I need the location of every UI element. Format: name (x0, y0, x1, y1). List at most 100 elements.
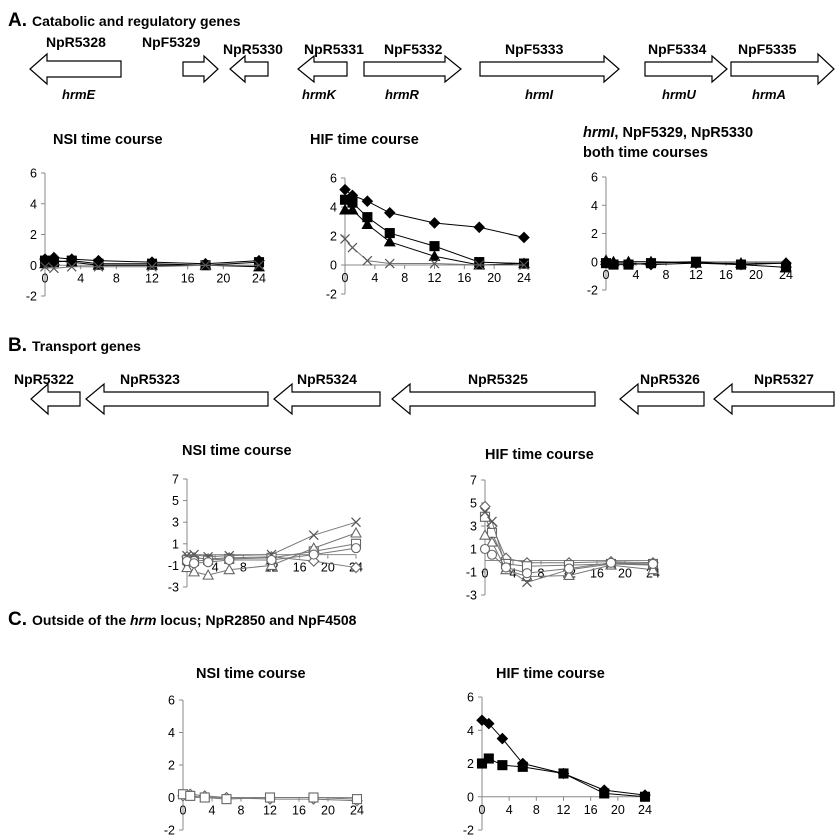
y-tick-label: 6 (168, 694, 175, 708)
data-point-x (362, 255, 373, 266)
gene-arrow-npf5329 (182, 54, 219, 84)
data-point-x (487, 516, 497, 527)
series-line-diamond (481, 719, 646, 796)
gene-symbol-hrme: hrmE (62, 87, 96, 102)
data-point-square (199, 792, 210, 803)
chart-b-hif-title: HIF time course (485, 447, 594, 463)
series-line-diamond (484, 506, 654, 564)
x-tick-label: 16 (293, 561, 307, 575)
y-tick-label: 4 (30, 197, 37, 211)
y-tick-label: -3 (466, 589, 477, 603)
data-point-square (483, 753, 494, 764)
x-tick-label: 4 (371, 271, 378, 285)
chart-c-hif-title: HIF time course (496, 666, 605, 682)
data-point-circle (563, 563, 575, 574)
data-point-circle (605, 557, 617, 568)
data-point-square (264, 792, 276, 803)
data-point-diamond (361, 195, 374, 207)
data-point-x (93, 261, 104, 272)
data-point-diamond (383, 207, 396, 219)
x-tick-label: 8 (538, 567, 545, 581)
data-point-diamond (483, 717, 495, 730)
data-point-triangle (361, 218, 374, 229)
x-tick-label: 4 (209, 804, 216, 818)
section-a-heading: A. Catabolic and regulatory genes (8, 10, 241, 31)
x-tick-label: 8 (663, 268, 670, 282)
y-tick-label: 1 (470, 543, 477, 557)
chart-a-nsi-title: NSI time course (53, 132, 163, 148)
x-tick-label: 4 (212, 561, 219, 575)
data-point-square (221, 794, 232, 805)
x-tick-label: 8 (533, 803, 540, 817)
gene-name-npf5333: NpF5333 (505, 41, 564, 57)
y-tick-label: 0 (591, 255, 598, 269)
data-point-x (480, 507, 490, 518)
data-point-x (66, 261, 77, 272)
chart-a-hif-title: HIF time course (310, 132, 419, 148)
data-point-triangle (346, 203, 359, 215)
gene-arrow-npf5334 (644, 54, 728, 84)
gene-arrow-npr5326 (619, 382, 705, 416)
gene-name-npr5330: NpR5330 (223, 41, 283, 57)
gene-map-a: NpR5328 NpF5329 NpR5330 NpR5331 NpF5332 … (29, 34, 835, 102)
section-c-title: Outside of the hrm locus; NpR2850 and Np… (32, 612, 357, 628)
x-tick-label: 20 (487, 271, 501, 285)
y-tick-label: -2 (587, 284, 598, 298)
chart-a-both-title-italic: hrmI (583, 125, 615, 141)
y-tick-label: 0 (168, 791, 175, 805)
section-a-title: Catabolic and regulatory genes (32, 13, 241, 29)
data-point-circle (500, 562, 512, 573)
data-point-x (522, 577, 532, 588)
gene-arrow-npr5328 (29, 52, 122, 86)
data-point-square (497, 760, 508, 771)
data-point-square (599, 788, 610, 799)
data-point-x (200, 260, 211, 271)
y-tick-label: -2 (326, 288, 337, 302)
data-point-circle (486, 549, 498, 560)
chart-b-hif: -3-1135704812162024 (466, 474, 660, 603)
gene-symbol-hrma: hrmA (752, 87, 786, 102)
y-tick-label: 6 (591, 171, 598, 185)
x-tick-label: 12 (689, 268, 703, 282)
data-point-square (639, 791, 651, 802)
chart-a-both-title-rest: , NpF5329, NpR5330 (614, 125, 753, 141)
y-tick-label: 4 (467, 724, 474, 738)
data-point-x (308, 530, 319, 541)
x-tick-label: 4 (77, 271, 84, 285)
x-tick-label: 24 (252, 271, 266, 285)
gene-arrow-npr5330 (229, 54, 269, 84)
y-tick-label: 7 (172, 473, 179, 487)
data-point-diamond (339, 183, 351, 196)
y-tick-label: 2 (168, 759, 175, 773)
data-point-diamond (428, 217, 441, 229)
x-tick-label: 12 (263, 804, 277, 818)
chart-b-nsi: -3-1135704812162024 (168, 473, 363, 595)
y-tick-label: -2 (26, 290, 37, 304)
x-tick-label: 4 (510, 567, 517, 581)
y-tick-label: 1 (172, 537, 179, 551)
data-point-triangle (600, 254, 612, 265)
gene-name-npf5332: NpF5332 (384, 41, 443, 57)
gene-arrow-npr5323 (85, 382, 269, 416)
x-tick-label: 16 (292, 804, 306, 818)
data-point-triangle (780, 257, 792, 268)
y-tick-label: -2 (164, 824, 175, 838)
data-point-x (384, 258, 395, 269)
gene-name-npr5328: NpR5328 (46, 34, 106, 50)
data-point-triangle (645, 255, 657, 267)
gene-arrow-npf5335 (730, 52, 835, 86)
data-point-x (347, 242, 358, 253)
data-point-x (48, 263, 59, 274)
x-tick-label: 4 (506, 803, 513, 817)
gene-name-npr5331: NpR5331 (304, 41, 364, 57)
chart-b-nsi-title: NSI time course (182, 443, 292, 459)
x-tick-label: 8 (113, 271, 120, 285)
y-tick-label: 0 (467, 790, 474, 804)
x-tick-label: 8 (401, 271, 408, 285)
section-c-heading: C. Outside of the hrm locus; NpR2850 and… (8, 609, 357, 630)
data-point-circle (521, 568, 533, 579)
section-c-title-part1: Outside of the (32, 612, 130, 628)
data-point-square (308, 792, 319, 803)
data-point-triangle (181, 561, 193, 573)
data-point-diamond (473, 221, 486, 234)
